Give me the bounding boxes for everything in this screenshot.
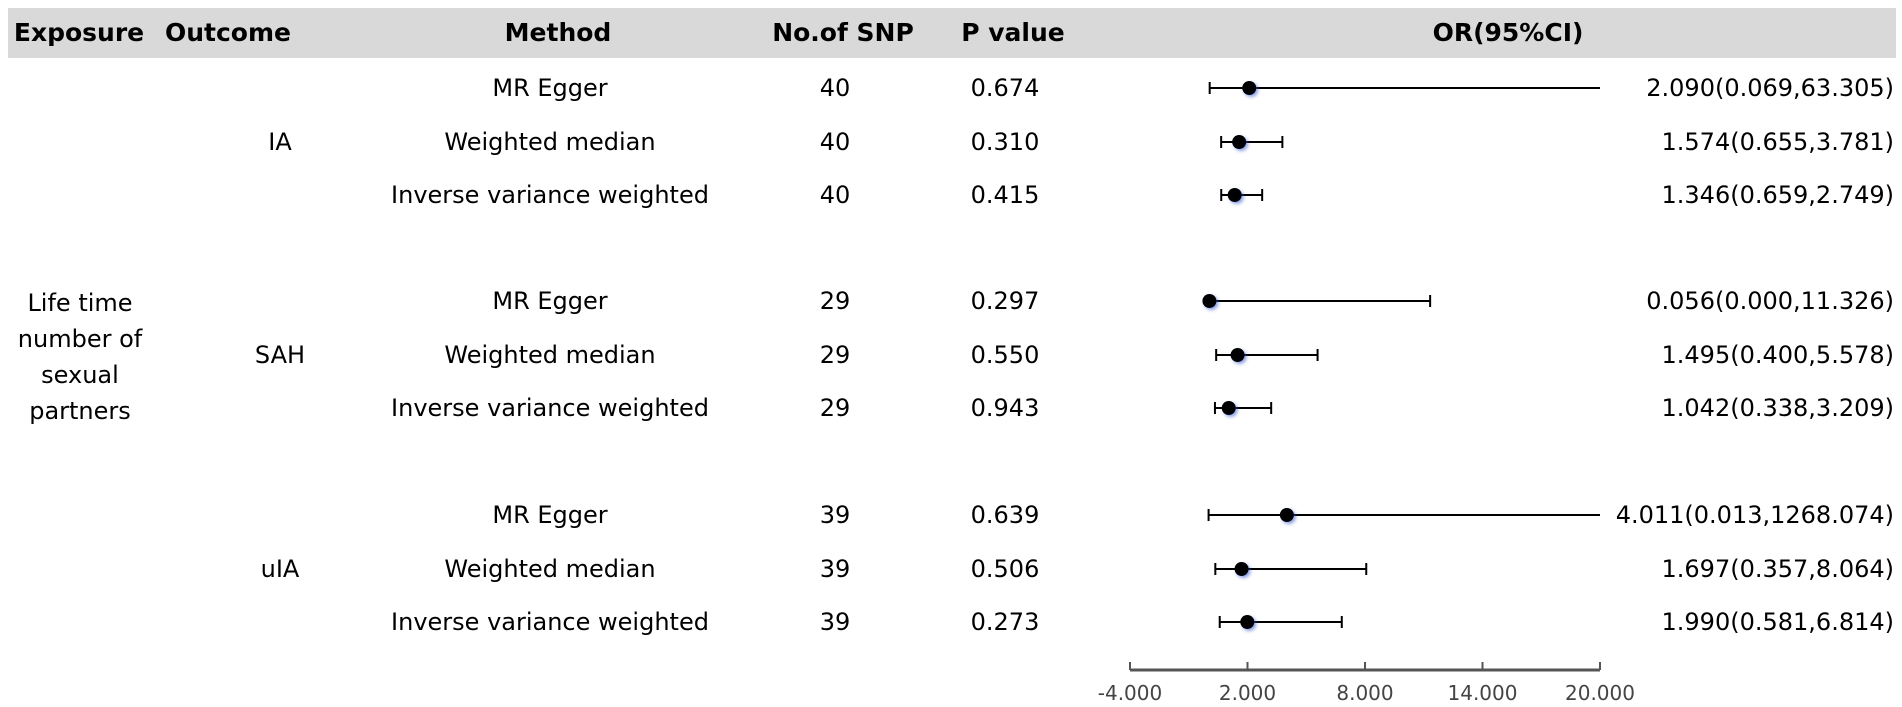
nsnp-cell: 29: [819, 341, 851, 369]
exposure-label: Life time number of sexual partners: [10, 285, 150, 429]
or-ci-cell: 1.346(0.659,2.749): [1661, 181, 1894, 209]
method-cell: MR Egger: [492, 74, 608, 102]
header-pvalue: P value: [961, 18, 1065, 47]
or-ci-cell: 2.090(0.069,63.305): [1646, 74, 1894, 102]
header-nsnp: No.of SNP: [772, 18, 914, 47]
or-ci-cell: 4.011(0.013,1268.074): [1615, 501, 1894, 529]
pvalue-cell: 0.943: [970, 394, 1040, 422]
exposure-line: sexual: [41, 361, 119, 389]
point-estimate: [1240, 615, 1255, 629]
pvalue-cell: 0.297: [970, 287, 1040, 315]
nsnp-cell: 29: [819, 394, 851, 422]
exposure-line: number of: [17, 325, 143, 353]
pvalue-cell: 0.415: [970, 181, 1040, 209]
header-exposure: Exposure: [13, 18, 145, 47]
point-estimate: [1242, 81, 1257, 95]
method-cell: Weighted median: [444, 128, 656, 156]
pvalue-cell: 0.639: [970, 501, 1040, 529]
method-cell: Weighted median: [444, 555, 656, 583]
x-tick-label: -4.000: [1098, 681, 1162, 705]
nsnp-cell: 39: [819, 608, 851, 636]
exposure-line: Life time: [27, 289, 133, 317]
point-estimate: [1234, 562, 1249, 576]
point-estimate: [1279, 508, 1294, 522]
outcome-label: IA: [268, 128, 292, 156]
point-estimate: [1227, 188, 1242, 202]
x-tick-label: 14.000: [1448, 681, 1518, 705]
or-ci-cell: 1.495(0.400,5.578): [1661, 341, 1894, 369]
pvalue-cell: 0.550: [970, 341, 1040, 369]
header-outcome: Outcome: [164, 18, 291, 47]
point-estimate: [1230, 348, 1245, 362]
method-cell: MR Egger: [492, 287, 608, 315]
or-ci-cell: 1.697(0.357,8.064): [1661, 555, 1894, 583]
x-tick-label: 2.000: [1219, 681, 1276, 705]
point-estimate: [1232, 135, 1247, 149]
or-ci-cell: 1.574(0.655,3.781): [1661, 128, 1894, 156]
or-ci-cell: 1.990(0.581,6.814): [1661, 608, 1894, 636]
or-ci-cell: 1.042(0.338,3.209): [1661, 394, 1894, 422]
nsnp-cell: 29: [819, 287, 851, 315]
exposure-line: partners: [29, 397, 131, 425]
pvalue-cell: 0.273: [970, 608, 1040, 636]
method-cell: Inverse variance weighted: [391, 608, 709, 636]
nsnp-cell: 40: [819, 128, 851, 156]
nsnp-cell: 39: [819, 501, 851, 529]
outcome-label: SAH: [254, 341, 306, 369]
nsnp-cell: 40: [819, 74, 851, 102]
method-cell: MR Egger: [492, 501, 608, 529]
header-method: Method: [504, 18, 612, 47]
point-estimate: [1221, 401, 1236, 415]
table-header: Exposure Outcome Method No.of SNP P valu…: [8, 8, 1896, 58]
method-cell: Inverse variance weighted: [391, 181, 709, 209]
pvalue-cell: 0.506: [970, 555, 1040, 583]
x-tick-label: 8.000: [1336, 681, 1393, 705]
method-cell: Inverse variance weighted: [391, 394, 709, 422]
outcome-label: uIA: [260, 555, 300, 583]
x-tick-label: 20.000: [1565, 681, 1635, 705]
pvalue-cell: 0.310: [970, 128, 1040, 156]
pvalue-cell: 0.674: [970, 74, 1040, 102]
method-cell: Weighted median: [444, 341, 656, 369]
nsnp-cell: 39: [819, 555, 851, 583]
or-ci-cell: 0.056(0.000,11.326): [1646, 287, 1894, 315]
header-or: OR(95%CI): [1432, 18, 1584, 47]
point-estimate: [1202, 294, 1217, 308]
nsnp-cell: 40: [819, 181, 851, 209]
